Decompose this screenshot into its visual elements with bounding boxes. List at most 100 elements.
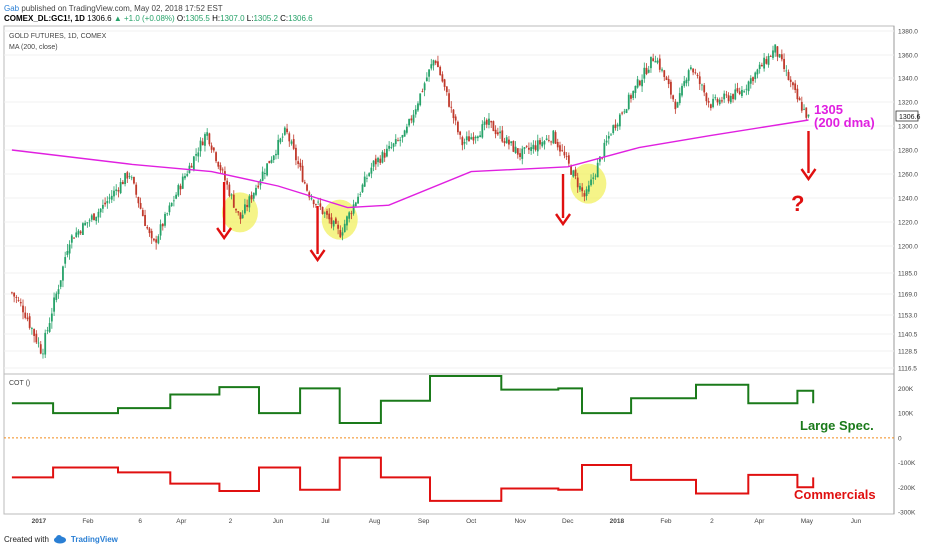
candle-body <box>272 155 275 160</box>
candle-body <box>661 69 663 71</box>
candle-body <box>33 328 36 336</box>
candle-body <box>210 145 213 150</box>
candle-body <box>585 189 588 197</box>
candle-body <box>452 109 455 119</box>
candle-body <box>326 210 328 215</box>
candle-body <box>133 177 135 184</box>
candle-body <box>341 232 344 236</box>
price-tick-label: 1185.0 <box>898 271 918 278</box>
candle-body <box>623 111 626 113</box>
candle-body <box>654 61 657 63</box>
candle-body <box>319 203 322 207</box>
candle-body <box>658 58 661 70</box>
candle-body <box>448 93 450 107</box>
large-spec-label: Large Spec. <box>800 418 874 433</box>
candle-body <box>605 140 608 143</box>
candle-body <box>290 141 293 144</box>
candle-body <box>425 77 428 82</box>
candle-body <box>115 189 118 191</box>
tradingview-brand[interactable]: TradingView <box>70 534 118 544</box>
candle-body <box>270 159 273 163</box>
candles <box>11 44 810 359</box>
candle-body <box>741 89 743 96</box>
candle-body <box>397 140 399 142</box>
candle-body <box>75 232 78 238</box>
candle-body <box>532 144 535 150</box>
candle-body <box>590 179 592 186</box>
candle-body <box>785 70 788 72</box>
candle-body <box>295 147 297 161</box>
candle-body <box>689 67 692 70</box>
candle-body <box>121 181 124 185</box>
time-tick-label: Feb <box>660 518 672 525</box>
candle-body <box>432 60 435 66</box>
candle-body <box>239 212 242 220</box>
candle-body <box>439 66 442 76</box>
candle-body <box>729 95 732 103</box>
candle-body <box>421 91 424 93</box>
candle-body <box>330 217 333 225</box>
candle-body <box>561 149 564 151</box>
ma-200-line <box>11 119 809 209</box>
l-label: L: <box>246 14 254 23</box>
candle-body <box>492 121 495 132</box>
candle-body <box>807 114 810 117</box>
price-pane-frame <box>3 25 895 375</box>
c-value: 1306.6 <box>288 14 313 23</box>
candle-body <box>275 153 277 156</box>
candle-body <box>567 155 570 164</box>
candle-body <box>370 167 373 174</box>
candle-body <box>765 59 768 64</box>
candle-body <box>718 99 721 105</box>
candle-body <box>656 60 659 63</box>
candle-body <box>650 56 652 69</box>
price-tick-label: 1200.0 <box>898 244 918 251</box>
candle-body <box>479 135 481 138</box>
candle-body <box>181 176 184 189</box>
candle-body <box>767 56 770 65</box>
candle-body <box>674 101 677 110</box>
candle-body <box>638 80 641 86</box>
candle-body <box>494 129 497 135</box>
candle-body <box>488 118 490 125</box>
candle-body <box>130 177 133 179</box>
candle-body <box>800 101 803 111</box>
candle-body <box>57 289 60 295</box>
candle-body <box>381 151 384 163</box>
candle-body <box>386 148 388 157</box>
candle-body <box>459 131 462 135</box>
highlight-circle <box>321 199 358 240</box>
candle-body <box>283 127 286 135</box>
cot-pane-title[interactable]: COT () <box>9 380 31 387</box>
candle-body <box>208 133 211 145</box>
price-pane-title: GOLD FUTURES, 1D, COMEX <box>9 33 107 40</box>
candle-body <box>670 81 672 95</box>
candle-body <box>450 106 453 108</box>
candle-body <box>79 231 82 234</box>
candle-body <box>434 60 437 64</box>
candle-body <box>232 194 235 208</box>
candle-body <box>647 69 650 73</box>
price-tick-label: 1153.0 <box>898 313 918 320</box>
candle-body <box>195 154 197 156</box>
ma-indicator-label[interactable]: MA (200, close) <box>9 44 58 51</box>
candle-body <box>175 194 178 199</box>
candle-body <box>417 103 419 111</box>
candle-body <box>392 143 395 147</box>
candle-body <box>565 156 568 158</box>
candle-body <box>579 185 581 190</box>
candle-body <box>170 202 173 207</box>
author-link[interactable]: Gab <box>4 4 20 13</box>
candle-body <box>30 328 33 329</box>
candle-body <box>179 185 182 190</box>
candle-body <box>177 185 180 196</box>
candle-body <box>159 224 162 236</box>
candle-body <box>539 140 541 145</box>
candle-body <box>343 223 346 233</box>
candle-body <box>441 74 444 82</box>
candle-body <box>559 145 561 152</box>
candle-body <box>252 192 255 199</box>
candle-body <box>574 169 577 177</box>
candle-body <box>55 293 58 300</box>
